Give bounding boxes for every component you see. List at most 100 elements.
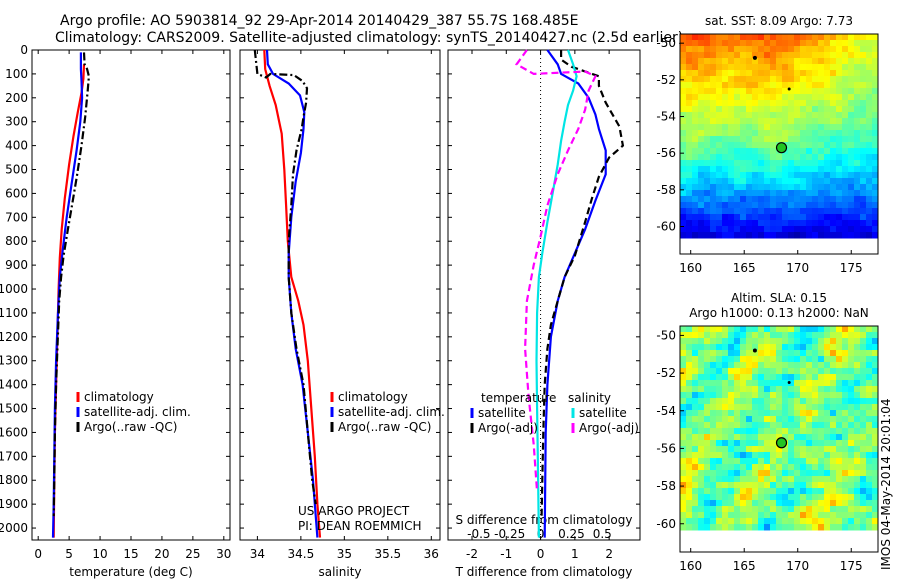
map-cell xyxy=(692,34,699,41)
map-cell xyxy=(704,506,711,513)
map-cell xyxy=(776,130,783,137)
map-cell xyxy=(860,500,867,507)
map-cell xyxy=(866,166,873,173)
map-cell xyxy=(836,46,843,53)
map-cell xyxy=(752,190,759,197)
map-cell xyxy=(710,178,717,185)
map-cell xyxy=(788,362,795,369)
map-cell xyxy=(842,226,849,233)
map-cell xyxy=(680,64,687,71)
map-cell xyxy=(680,344,687,351)
map-cell xyxy=(770,380,777,387)
map-cell xyxy=(704,482,711,489)
map-cell xyxy=(776,506,783,513)
map-cell xyxy=(854,130,861,137)
x-tick-label: 20 xyxy=(154,547,169,561)
map-cell xyxy=(704,416,711,423)
map-cell xyxy=(818,440,825,447)
map-cell xyxy=(734,428,741,435)
map-cell xyxy=(716,148,723,155)
map-cell xyxy=(716,220,723,227)
map-cell xyxy=(698,202,705,209)
map-cell xyxy=(812,434,819,441)
map-cell xyxy=(848,410,855,417)
map-cell xyxy=(680,52,687,59)
map-cell xyxy=(692,100,699,107)
map-cell xyxy=(728,142,735,149)
map-cell xyxy=(824,220,831,227)
map-cell xyxy=(734,184,741,191)
map-cell xyxy=(776,494,783,501)
y-tick-label: -52 xyxy=(656,73,676,87)
map-cell xyxy=(848,386,855,393)
map-cell xyxy=(830,500,837,507)
map-cell xyxy=(734,106,741,113)
map-cell xyxy=(704,46,711,53)
map-cell xyxy=(770,440,777,447)
map-cell xyxy=(740,494,747,501)
map-cell xyxy=(866,154,873,161)
map-cell xyxy=(758,398,765,405)
map-cell xyxy=(764,350,771,357)
map-cell xyxy=(680,404,687,411)
map-cell xyxy=(710,494,717,501)
map-cell xyxy=(776,422,783,429)
map-cell xyxy=(854,356,861,363)
map-cell xyxy=(704,410,711,417)
map-cell xyxy=(704,70,711,77)
map-cell xyxy=(752,226,759,233)
map-cell xyxy=(752,148,759,155)
map-cell xyxy=(746,326,753,333)
map-cell xyxy=(824,136,831,143)
map-cell xyxy=(776,374,783,381)
map-cell xyxy=(686,404,693,411)
map-cell xyxy=(752,184,759,191)
map-cell xyxy=(776,220,783,227)
map-cell xyxy=(764,94,771,101)
map-cell xyxy=(866,64,873,71)
map-cell xyxy=(776,94,783,101)
map-cell xyxy=(866,40,873,47)
map-cell xyxy=(692,184,699,191)
map-cell xyxy=(866,112,873,119)
map-cell xyxy=(830,482,837,489)
map-cell xyxy=(788,398,795,405)
map-cell xyxy=(746,344,753,351)
map-cell xyxy=(818,368,825,375)
map-cell xyxy=(806,518,813,525)
map-cell xyxy=(812,392,819,399)
map-cell xyxy=(836,398,843,405)
map-cell xyxy=(692,362,699,369)
map-cell xyxy=(692,332,699,339)
map-cell xyxy=(746,332,753,339)
map-cell xyxy=(710,482,717,489)
map-cell xyxy=(842,524,849,531)
small-marker xyxy=(787,381,791,384)
map-cell xyxy=(836,476,843,483)
map-cell xyxy=(680,58,687,65)
map-cell xyxy=(776,178,783,185)
map-cell xyxy=(842,52,849,59)
map-cell xyxy=(692,106,699,113)
map-cell xyxy=(848,154,855,161)
map-cell xyxy=(758,106,765,113)
map-subtitle-sla: Argo h1000: 0.13 h2000: NaN xyxy=(689,306,869,320)
map-cell xyxy=(728,428,735,435)
map-cell xyxy=(698,410,705,417)
map-cell xyxy=(836,40,843,47)
map-cell xyxy=(752,356,759,363)
map-cell xyxy=(872,380,879,387)
map-cell xyxy=(836,160,843,167)
map-cell xyxy=(824,70,831,77)
map-cell xyxy=(872,446,879,453)
map-cell xyxy=(860,166,867,173)
map-cell xyxy=(842,398,849,405)
map-cell xyxy=(806,106,813,113)
map-cell xyxy=(698,58,705,65)
map-cell xyxy=(842,184,849,191)
map-cell xyxy=(770,326,777,333)
map-cell xyxy=(686,88,693,95)
map-cell xyxy=(710,488,717,495)
map-cell xyxy=(686,34,693,41)
map-cell xyxy=(722,232,729,239)
